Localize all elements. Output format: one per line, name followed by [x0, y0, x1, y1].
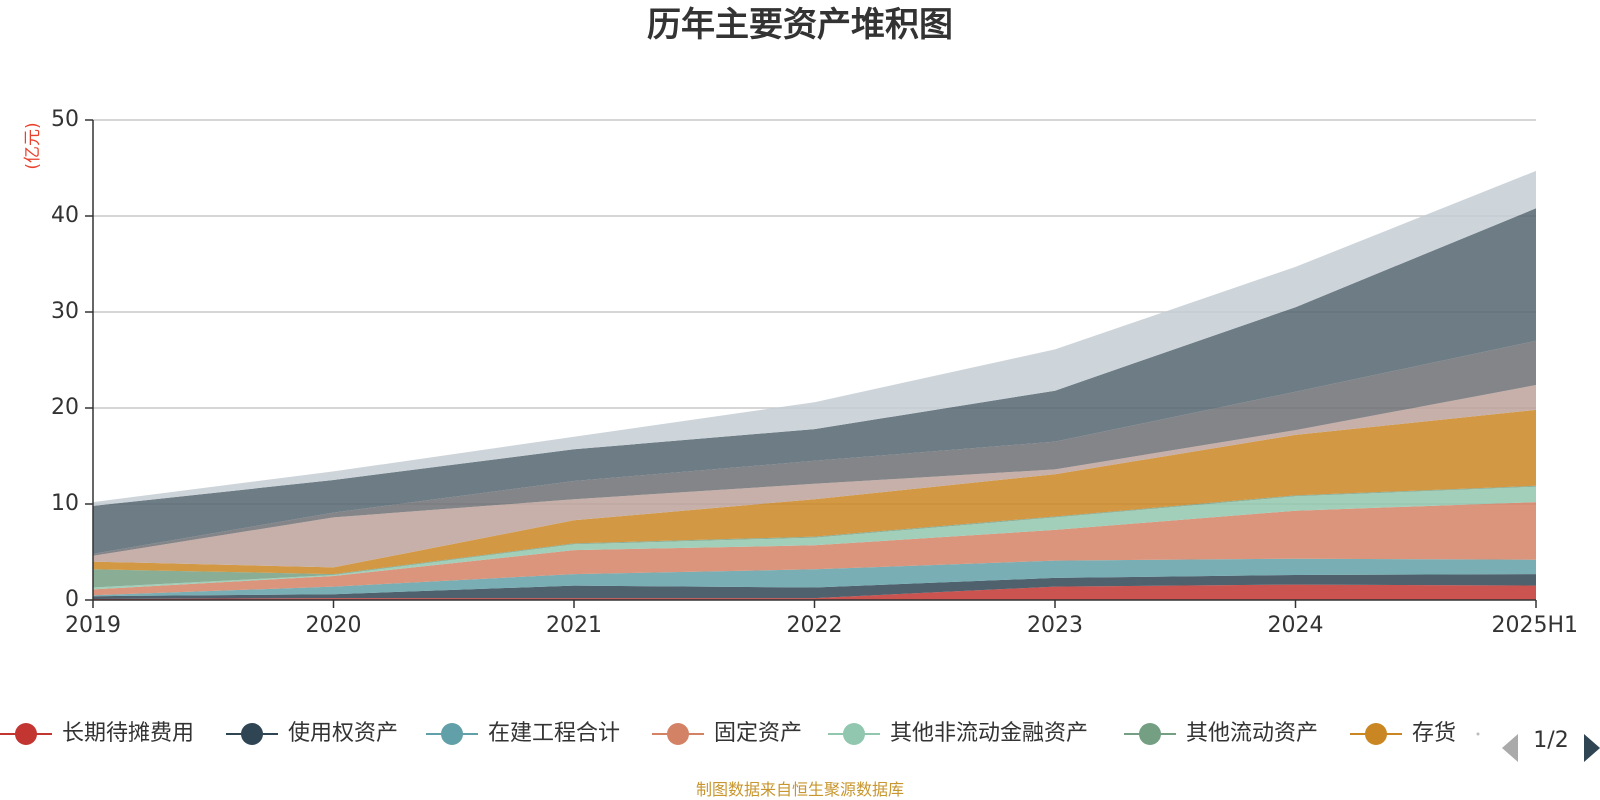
legend-item[interactable]: 其他非流动金融资产	[828, 721, 1088, 746]
y-tick-label: 10	[51, 491, 79, 516]
legend-overflow-dot	[1476, 732, 1480, 736]
legend-label: 在建工程合计	[488, 721, 620, 746]
x-tick-label: 2022	[787, 613, 843, 638]
legend-marker-icon	[1139, 723, 1161, 745]
legend-label: 固定资产	[714, 721, 802, 746]
x-tick-label: 2019	[65, 613, 121, 638]
legend-marker-icon	[667, 723, 689, 745]
legend-prev-arrow-icon[interactable]	[1502, 734, 1518, 762]
x-tick-label: 2020	[306, 613, 362, 638]
legend-item[interactable]: 使用权资产	[226, 721, 398, 746]
legend-item[interactable]: 长期待摊费用	[0, 721, 194, 746]
legend: 长期待摊费用 使用权资产 在建工程合计 固定资产 其他非流动金融资产 其他流动资产 存货	[0, 721, 1480, 746]
area-8	[93, 340, 1536, 556]
legend-page-indicator: 1/2	[1533, 728, 1568, 753]
legend-label: 使用权资产	[288, 721, 398, 746]
area-9	[93, 208, 1536, 554]
legend-label: 其他流动资产	[1186, 721, 1318, 746]
legend-item[interactable]: 存货	[1350, 721, 1456, 746]
y-tick-label: 30	[51, 299, 79, 324]
area-0	[93, 584, 1536, 600]
legend-marker-icon	[441, 723, 463, 745]
legend-item[interactable]: 其他流动资产	[1124, 721, 1318, 746]
x-tick-label: 2024	[1268, 613, 1324, 638]
legend-label: 长期待摊费用	[62, 721, 194, 746]
area-series	[93, 170, 1536, 600]
legend-marker-icon	[15, 723, 37, 745]
chart-title: 历年主要资产堆积图	[647, 5, 953, 45]
legend-label: 存货	[1412, 721, 1456, 746]
x-tick-labels: 2019 2020 2021 2022 2023 2024 2025H1	[65, 600, 1578, 638]
legend-item[interactable]: 固定资产	[652, 721, 802, 746]
area-6	[93, 409, 1536, 575]
area-1	[93, 574, 1536, 599]
x-tick-label: 2021	[546, 613, 602, 638]
legend-next-arrow-icon[interactable]	[1584, 734, 1600, 762]
x-tick-label: 2023	[1027, 613, 1083, 638]
source-note: 制图数据来自恒生聚源数据库	[696, 780, 904, 799]
legend-marker-icon	[1365, 723, 1387, 745]
y-axis-unit: (亿元)	[23, 122, 43, 169]
area-7	[93, 385, 1536, 568]
legend-marker-icon	[843, 723, 865, 745]
legend-pager: 1/2	[1502, 728, 1600, 762]
y-tick-label: 0	[65, 587, 79, 612]
y-tick-label: 20	[51, 395, 79, 420]
area-5	[93, 485, 1536, 588]
y-tick-label: 50	[51, 107, 79, 132]
area-3	[93, 502, 1536, 596]
area-2	[93, 558, 1536, 597]
x-tick-label: 2025H1	[1491, 613, 1578, 638]
legend-item[interactable]: 在建工程合计	[426, 721, 620, 746]
y-tick-label: 40	[51, 203, 79, 228]
legend-marker-icon	[241, 723, 263, 745]
y-tick-labels: 0 10 20 30 40 50	[51, 107, 93, 612]
legend-label: 其他非流动金融资产	[890, 721, 1088, 746]
area-4	[93, 486, 1536, 590]
